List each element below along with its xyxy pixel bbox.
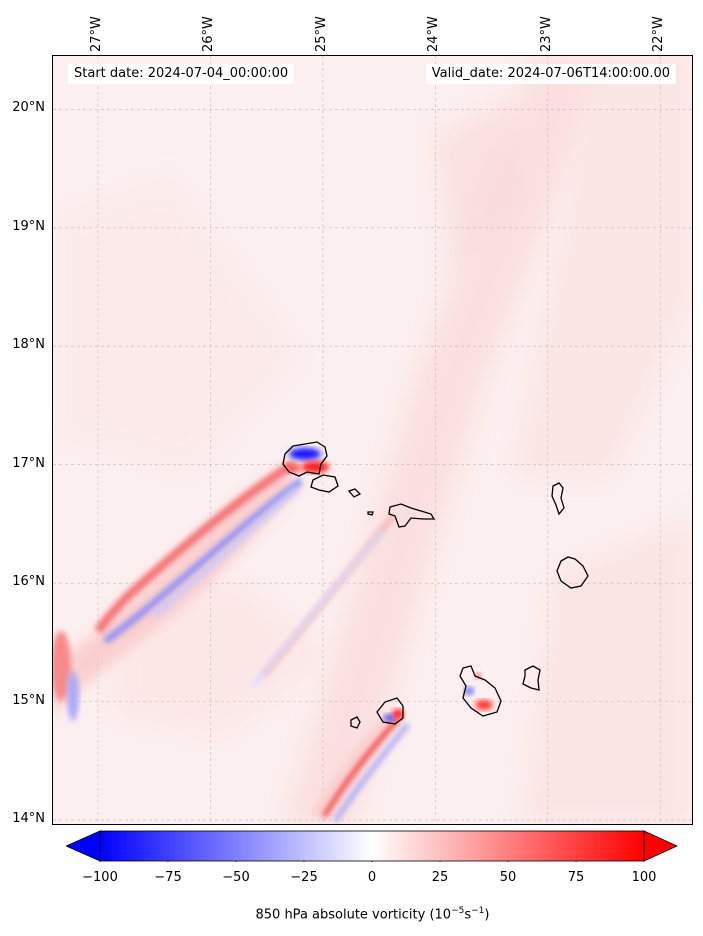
- colorbar-tick-label-6: 50: [499, 870, 517, 885]
- lat-label-4: 16°N: [12, 574, 45, 590]
- island-sao-nicolau: [388, 503, 436, 528]
- map-panel: [52, 55, 693, 825]
- colorbar-tick-label-8: 100: [631, 870, 657, 885]
- colorbar-tick-label-4: 0: [367, 870, 377, 885]
- colorbar-label: 850 hPa absolute vorticity (10−5s−1): [0, 906, 703, 922]
- vorticity-field: [53, 56, 692, 824]
- lon-label-1: 26°W: [201, 16, 217, 52]
- island-branco: [367, 511, 374, 516]
- island-sal: [551, 482, 565, 516]
- lon-label-4: 23°W: [538, 16, 554, 52]
- island-santiago: [459, 665, 502, 717]
- colorbar-extend-min: [66, 830, 101, 862]
- colorbar-tick-label-5: 25: [431, 870, 449, 885]
- colorbar-label-exp1: −5: [451, 906, 465, 916]
- colorbar-tick-marks: [99, 861, 645, 862]
- vorticity-bands: [53, 448, 493, 823]
- colorbar-tick-label-2: −50: [222, 870, 250, 885]
- island-santo-antao: [282, 441, 328, 477]
- island-boa-vista: [556, 556, 589, 589]
- gridlines: [53, 56, 692, 824]
- colorbar-tick-label-3: −25: [290, 870, 318, 885]
- colorbar-label-suffix: ): [484, 907, 490, 923]
- colorbar-tick-label-7: 75: [567, 870, 585, 885]
- lat-label-0: 20°N: [12, 100, 45, 116]
- colorbar-label-mid: s: [464, 907, 472, 923]
- island-santa-luzia: [347, 488, 362, 498]
- colorbar-tick-label-1: −75: [154, 870, 182, 885]
- lat-label-5: 15°N: [12, 692, 45, 708]
- lon-label-5: 22°W: [651, 16, 667, 52]
- colorbar-tick-label-0: −100: [82, 870, 118, 885]
- colorbar-bar: [99, 830, 645, 862]
- lon-label-3: 24°W: [426, 16, 442, 52]
- colorbar-label-exp2: −1: [471, 906, 485, 916]
- colorbar-label-prefix: 850 hPa absolute vorticity (10: [255, 907, 452, 923]
- island-fogo: [376, 697, 404, 725]
- lon-label-2: 25°W: [313, 16, 329, 52]
- colorbar-extend-max: [643, 830, 678, 862]
- colorbar: [66, 830, 678, 862]
- lat-label-2: 18°N: [12, 337, 45, 353]
- start-date-label: Start date: 2024-07-04_00:00:00: [68, 64, 295, 84]
- lat-label-6: 14°N: [12, 811, 45, 826]
- island-maio: [522, 665, 541, 691]
- lat-label-1: 19°N: [12, 218, 45, 234]
- background-vorticity: [53, 56, 692, 824]
- lat-label-3: 17°N: [12, 455, 45, 471]
- coastlines: [282, 441, 589, 729]
- lon-label-0: 27°W: [88, 16, 104, 52]
- valid-date-label: Valid_date: 2024-07-06T14:00:00.00: [425, 64, 676, 84]
- island-brava: [350, 716, 361, 729]
- island-sao-vicente: [310, 474, 339, 493]
